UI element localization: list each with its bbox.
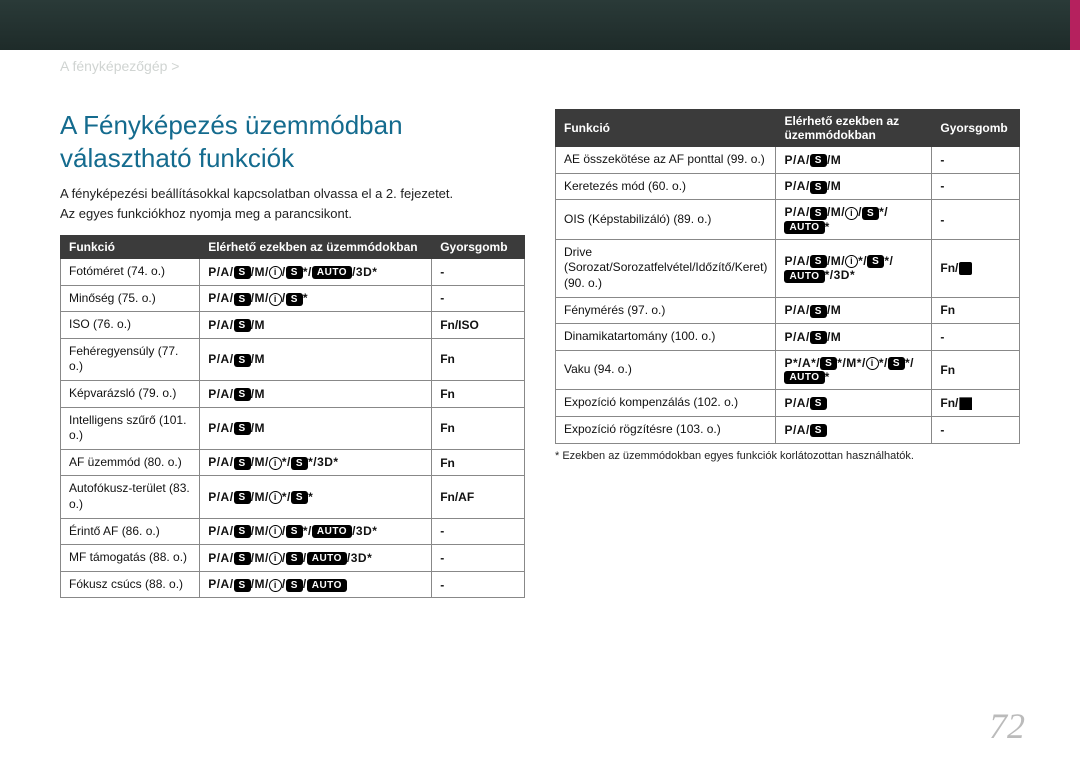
cell-func: Érintő AF (86. o.) [61, 518, 200, 545]
cell-func: Drive (Sorozat/Sorozatfelvétel/Időzítő/K… [556, 239, 776, 297]
cell-modes: P/A/S [776, 417, 932, 444]
table-row: Expozíció kompenzálás (102. o.)P/A/SFn/ [556, 390, 1020, 417]
cell-modes: P/A/S/M [776, 173, 932, 200]
col-header-shortcut: Gyorsgomb [432, 236, 525, 259]
cell-func: Képvarázsló (79. o.) [61, 380, 200, 407]
cell-modes: P*/A*/S*/M*/i*/S*/AUTO* [776, 350, 932, 390]
breadcrumb-prefix: A fényképezőgép > [60, 58, 183, 74]
cell-modes: P/A/S/M [776, 297, 932, 324]
cell-modes: P/A/S/M [776, 147, 932, 174]
cell-shortcut: Fn [432, 449, 525, 476]
table-row: Vaku (94. o.)P*/A*/S*/M*/i*/S*/AUTO*Fn [556, 350, 1020, 390]
cell-func: Keretezés mód (60. o.) [556, 173, 776, 200]
footnote: * Ezekben az üzemmódokban egyes funkciók… [555, 450, 1020, 462]
cell-shortcut: Fn [432, 338, 525, 380]
cell-func: OIS (Képstabilizáló) (89. o.) [556, 200, 776, 240]
table-row: Minőség (75. o.)P/A/S/M/i/S*- [61, 285, 525, 312]
page-title: A Fényképezés üzemmódban választható fun… [60, 109, 525, 174]
cell-modes: P/A/S/M [200, 338, 432, 380]
cell-func: Fókusz csúcs (88. o.) [61, 571, 200, 598]
table-row: AF üzemmód (80. o.)P/A/S/M/i*/S*/3D*Fn [61, 449, 525, 476]
cell-func: Expozíció rögzítésre (103. o.) [556, 417, 776, 444]
breadcrumb: A fényképezőgép > Fényképezési módok [60, 55, 1020, 77]
cell-func: Fehéregyensúly (77. o.) [61, 338, 200, 380]
cell-modes: P/A/S/M [776, 324, 932, 351]
table-row: OIS (Képstabilizáló) (89. o.)P/A/S/M/i/S… [556, 200, 1020, 240]
table-row: Képvarázsló (79. o.)P/A/S/MFn [61, 380, 525, 407]
page-number: 72 [989, 705, 1025, 747]
cell-modes: P/A/S/M [200, 312, 432, 339]
cell-modes: P/A/S/M/i*/S*/AUTO*/3D* [776, 239, 932, 297]
cell-func: Autofókusz-terület (83. o.) [61, 476, 200, 518]
cell-shortcut: - [932, 200, 1020, 240]
cell-modes: P/A/S/M/i*/S*/3D* [200, 449, 432, 476]
cell-modes: P/A/S/M/i/S*/AUTO/3D* [200, 518, 432, 545]
cell-func: MF támogatás (88. o.) [61, 545, 200, 572]
table-row: Autofókusz-terület (83. o.)P/A/S/M/i*/S*… [61, 476, 525, 518]
table-row: MF támogatás (88. o.)P/A/S/M/i/S/AUTO/3D… [61, 545, 525, 572]
table-row: Drive (Sorozat/Sorozatfelvétel/Időzítő/K… [556, 239, 1020, 297]
table-row: Fotóméret (74. o.)P/A/S/M/i/S*/AUTO/3D*- [61, 259, 525, 286]
table-row: Fénymérés (97. o.)P/A/S/MFn [556, 297, 1020, 324]
cell-func: AE összekötése az AF ponttal (99. o.) [556, 147, 776, 174]
cell-shortcut: Fn [432, 380, 525, 407]
cell-shortcut: - [932, 147, 1020, 174]
col-header-modes: Elérhető ezekben az üzemmódokban [776, 110, 932, 147]
table-row: ISO (76. o.)P/A/S/MFn/ISO [61, 312, 525, 339]
cell-shortcut: - [432, 285, 525, 312]
cell-shortcut: - [932, 173, 1020, 200]
cell-shortcut: Fn [932, 350, 1020, 390]
table-row: Intelligens szűrő (101. o.)P/A/S/MFn [61, 407, 525, 449]
cell-func: Fénymérés (97. o.) [556, 297, 776, 324]
cell-func: ISO (76. o.) [61, 312, 200, 339]
breadcrumb-main: Fényképezési módok [183, 55, 363, 76]
cell-modes: P/A/S/M/i*/S* [200, 476, 432, 518]
col-header-shortcut: Gyorsgomb [932, 110, 1020, 147]
cell-shortcut: Fn/ISO [432, 312, 525, 339]
cell-modes: P/A/S [776, 390, 932, 417]
cell-shortcut: - [432, 259, 525, 286]
col-header-func: Funkció [61, 236, 200, 259]
table-row: Expozíció rögzítésre (103. o.)P/A/S- [556, 417, 1020, 444]
cell-func: Dinamikatartomány (100. o.) [556, 324, 776, 351]
functions-table-left: Funkció Elérhető ezekben az üzemmódokban… [60, 235, 525, 598]
cell-shortcut: - [432, 545, 525, 572]
col-header-modes: Elérhető ezekben az üzemmódokban [200, 236, 432, 259]
cell-modes: P/A/S/M/i/S/AUTO [200, 571, 432, 598]
cell-func: Vaku (94. o.) [556, 350, 776, 390]
cell-func: Minőség (75. o.) [61, 285, 200, 312]
cell-shortcut: Fn/AF [432, 476, 525, 518]
cell-modes: P/A/S/M [200, 407, 432, 449]
cell-shortcut: Fn [932, 297, 1020, 324]
table-row: Fókusz csúcs (88. o.)P/A/S/M/i/S/AUTO- [61, 571, 525, 598]
cell-shortcut: Fn/ [932, 390, 1020, 417]
cell-modes: P/A/S/M/i/S*/AUTO* [776, 200, 932, 240]
cell-modes: P/A/S/M/i/S*/AUTO/3D* [200, 259, 432, 286]
cell-shortcut: - [432, 518, 525, 545]
cell-modes: P/A/S/M/i/S* [200, 285, 432, 312]
table-row: Érintő AF (86. o.)P/A/S/M/i/S*/AUTO/3D*- [61, 518, 525, 545]
cell-func: Fotóméret (74. o.) [61, 259, 200, 286]
cell-shortcut: Fn [432, 407, 525, 449]
cell-modes: P/A/S/M [200, 380, 432, 407]
table-row: AE összekötése az AF ponttal (99. o.)P/A… [556, 147, 1020, 174]
cell-func: Expozíció kompenzálás (102. o.) [556, 390, 776, 417]
table-row: Dinamikatartomány (100. o.)P/A/S/M- [556, 324, 1020, 351]
cell-shortcut: Fn/ [932, 239, 1020, 297]
intro-text: A fényképezési beállításokkal kapcsolatb… [60, 184, 525, 223]
functions-table-right: Funkció Elérhető ezekben az üzemmódokban… [555, 109, 1020, 444]
cell-func: AF üzemmód (80. o.) [61, 449, 200, 476]
table-row: Fehéregyensúly (77. o.)P/A/S/MFn [61, 338, 525, 380]
table-row: Keretezés mód (60. o.)P/A/S/M- [556, 173, 1020, 200]
col-header-func: Funkció [556, 110, 776, 147]
cell-shortcut: - [932, 417, 1020, 444]
cell-shortcut: - [932, 324, 1020, 351]
cell-shortcut: - [432, 571, 525, 598]
cell-modes: P/A/S/M/i/S/AUTO/3D* [200, 545, 432, 572]
cell-func: Intelligens szűrő (101. o.) [61, 407, 200, 449]
